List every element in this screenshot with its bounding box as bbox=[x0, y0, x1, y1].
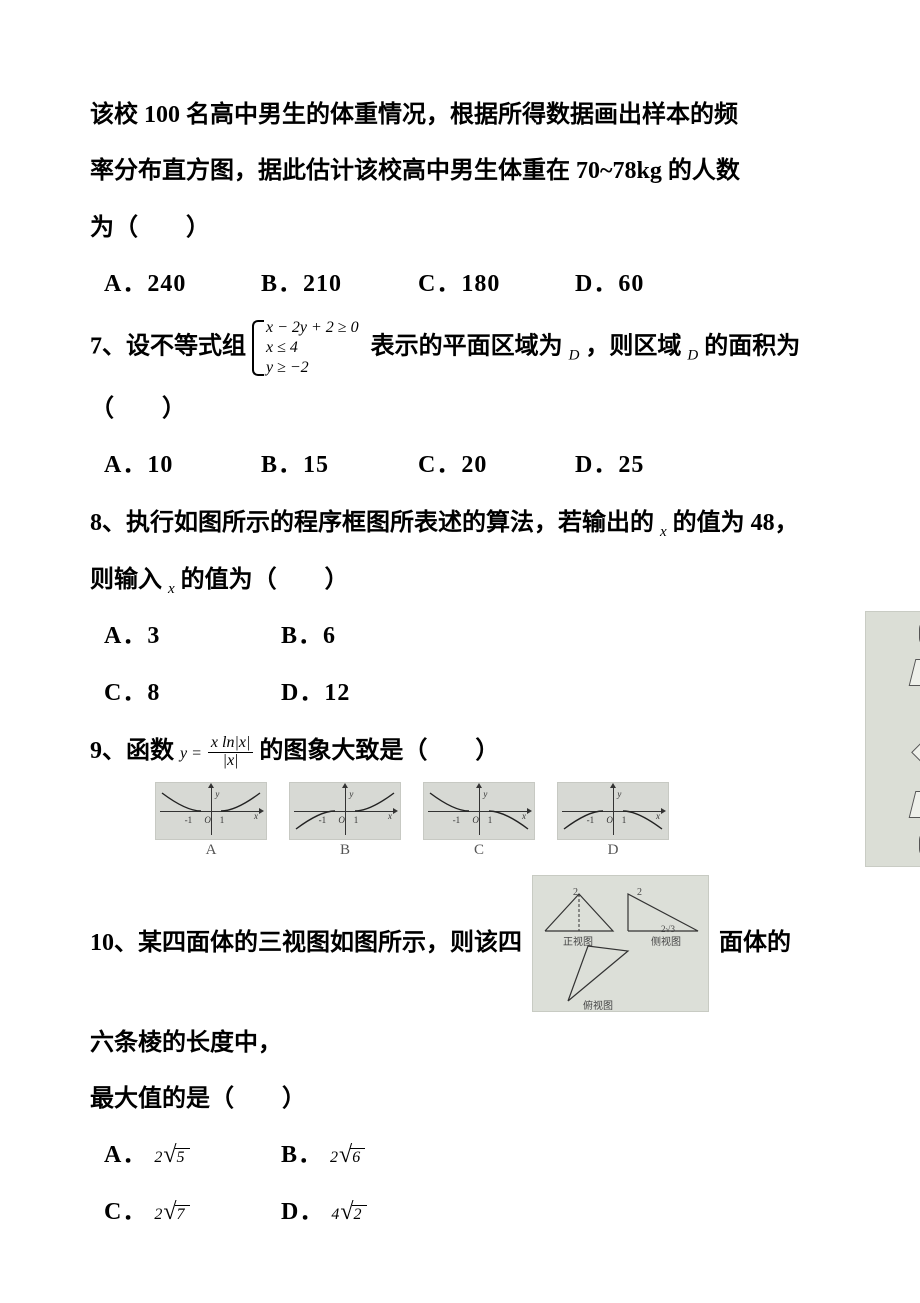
q7-paren: （ ） bbox=[90, 384, 920, 434]
q10-line1b: 面体的 bbox=[719, 918, 791, 968]
q8-option-b: B．6 bbox=[281, 611, 451, 661]
q9-pre: 9、函数 bbox=[90, 738, 174, 764]
q8-flowchart: 开始 输入 x n=1 n≤3? n=n+1 x=2x 是 否 输出 x 结束 bbox=[865, 611, 920, 866]
q10-option-d: D． 4√2 bbox=[281, 1187, 451, 1237]
q6-line1: 该校 100 名高中男生的体重情况，根据所得数据画出样本的频 bbox=[90, 90, 920, 140]
q9-graph-d: -1 O 1 x y D bbox=[552, 782, 674, 859]
q7-stem: 7、设不等式组 x − 2y + 2 ≥ 0 x ≤ 4 y ≥ −2 表示的平… bbox=[90, 318, 920, 378]
q7-pre: 7、设不等式组 bbox=[90, 333, 246, 359]
q7-post3: 的面积为 bbox=[704, 333, 800, 359]
q8-line1a: 8、执行如图所示的程序框图所表述的算法，若输出的 bbox=[90, 510, 654, 536]
q10-line1a: 10、某四面体的三视图如图所示，则该四 bbox=[90, 918, 522, 968]
q8-line1: 8、执行如图所示的程序框图所表述的算法，若输出的 x 的值为 48， bbox=[90, 498, 920, 548]
q7-option-a: A．10 bbox=[104, 440, 254, 490]
q10-line2: 六条棱的长度中， bbox=[90, 1018, 920, 1068]
q9-graph-c: -1 O 1 x y C bbox=[418, 782, 540, 859]
q7-D2: D bbox=[687, 347, 698, 363]
q6-options: A．240 B．210 C．180 D．60 bbox=[104, 259, 920, 309]
q9-graph-a: -1 O 1 x y A bbox=[150, 782, 272, 859]
q6-option-b: B．210 bbox=[261, 259, 411, 309]
q10-option-b: B． 2√6 bbox=[281, 1130, 451, 1180]
q7-sys-l3: y ≥ −2 bbox=[266, 358, 359, 378]
q6-line2: 率分布直方图，据此估计该校高中男生体重在 70~78kg 的人数 bbox=[90, 146, 920, 196]
q8-line2: 则输入 x 的值为（ ） bbox=[90, 555, 920, 605]
q8-line1b: 的值为 48， bbox=[673, 510, 799, 536]
q9-den: |x| bbox=[208, 753, 253, 770]
q7-post2: ，则区域 bbox=[585, 333, 681, 359]
q6-option-a: A．240 bbox=[104, 259, 254, 309]
q8-line2b: 的值为（ ） bbox=[181, 567, 349, 593]
q7-option-b: B．15 bbox=[261, 440, 411, 490]
q6-line3: 为（ ） bbox=[90, 203, 920, 253]
q8-options-row1: A．3 B．6 bbox=[104, 611, 920, 661]
q10-option-a: A． 2√5 bbox=[104, 1130, 274, 1180]
q6-option-d: D．60 bbox=[575, 259, 725, 309]
q7-option-d: D．25 bbox=[575, 440, 725, 490]
q10-option-c: C． 2√7 bbox=[104, 1187, 274, 1237]
q7-post1: 表示的平面区域为 bbox=[371, 333, 563, 359]
fc-input: 输入 x bbox=[909, 659, 920, 686]
q10-options-row2: C． 2√7 D． 4√2 bbox=[104, 1187, 920, 1237]
q9-graph-row: -1 O 1 x y A -1 O 1 x y B -1 bbox=[150, 782, 920, 859]
q8-option-d: D．12 bbox=[281, 668, 451, 718]
q9-post: 的图象大致是（ ） bbox=[259, 738, 499, 764]
q6-option-c: C．180 bbox=[418, 259, 568, 309]
q7-D1: D bbox=[569, 347, 580, 363]
fc-cond: n≤3? bbox=[911, 732, 920, 786]
q7-option-c: C．20 bbox=[418, 440, 568, 490]
q9-frac: x ln|x| |x| bbox=[208, 735, 253, 770]
q8-x2: x bbox=[168, 581, 175, 597]
q8-option-a: A．3 bbox=[104, 611, 274, 661]
q8-option-c: C．8 bbox=[104, 668, 274, 718]
fc-output: 输出 x bbox=[909, 791, 920, 818]
q7-sys-l1: x − 2y + 2 ≥ 0 bbox=[266, 318, 359, 338]
q9-num: x ln|x| bbox=[208, 735, 253, 753]
q10-line3: 最大值的是（ ） bbox=[90, 1074, 920, 1124]
q9-graph-b: -1 O 1 x y B bbox=[284, 782, 406, 859]
q10-line1: 10、某四面体的三视图如图所示，则该四 2 2 2√3 正视图 侧视图 俯视图 … bbox=[90, 875, 920, 1012]
q9-lhs: y = bbox=[180, 745, 202, 762]
q10-options-row1: A． 2√5 B． 2√6 bbox=[104, 1130, 920, 1180]
q8-x1: x bbox=[660, 524, 667, 540]
q7-system: x − 2y + 2 ≥ 0 x ≤ 4 y ≥ −2 bbox=[252, 318, 359, 378]
q10-three-views: 2 2 2√3 正视图 侧视图 俯视图 bbox=[532, 875, 709, 1012]
q7-sys-l2: x ≤ 4 bbox=[266, 338, 359, 358]
q9-stem: 9、函数 y = x ln|x| |x| 的图象大致是（ ） bbox=[90, 726, 920, 776]
q8-options-row2: C．8 D．12 bbox=[104, 668, 920, 718]
q8-line2a: 则输入 bbox=[90, 567, 162, 593]
q7-options: A．10 B．15 C．20 D．25 bbox=[104, 440, 920, 490]
